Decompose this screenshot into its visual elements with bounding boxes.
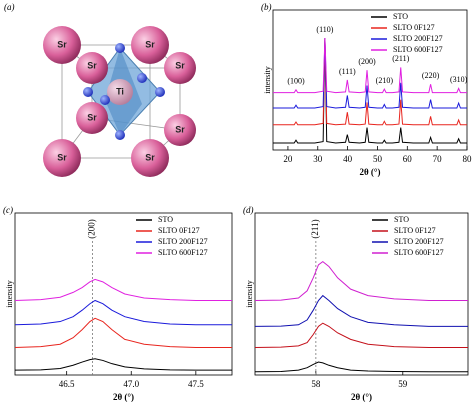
sr-atom	[76, 102, 108, 134]
legend-label: SLTO 0F127	[393, 23, 435, 32]
sr-atom	[43, 26, 81, 64]
legend-label: SLTO 0F127	[394, 226, 436, 235]
sr-atom	[164, 114, 196, 146]
atom-label: Sr	[175, 124, 185, 134]
y-axis-label: intensity	[263, 66, 272, 94]
panel-label: (c)	[3, 205, 13, 215]
atom-label: Ti	[116, 86, 124, 96]
x-tick-label: 47.0	[123, 379, 139, 389]
x-tick-label: 30	[313, 154, 323, 164]
x-tick-label: 80	[463, 154, 473, 164]
sr-atom	[76, 52, 108, 84]
peak-label: (100)	[287, 77, 305, 86]
peak-label: (110)	[316, 25, 333, 34]
legend-label: SLTO 600F127	[158, 248, 208, 257]
plot-frame	[272, 9, 468, 151]
plot-frame	[254, 212, 469, 376]
sr-atom	[164, 52, 196, 84]
x-tick-label: 60	[403, 154, 413, 164]
legend-label: STO	[393, 12, 408, 21]
sr-atom	[131, 26, 169, 64]
series-line	[254, 322, 468, 348]
legend-label: STO	[394, 215, 409, 224]
legend-label: SLTO 200F127	[158, 237, 208, 246]
x-tick-label: 70	[433, 154, 443, 164]
peak-label: (220)	[422, 71, 440, 80]
o-atom	[83, 87, 93, 97]
atom-label: Sr	[145, 152, 155, 162]
series-line	[254, 361, 468, 373]
y-axis-label: intensity	[245, 280, 254, 308]
series-line	[14, 278, 232, 301]
x-axis-label: 2θ (°)	[351, 392, 372, 402]
peak-label: (111)	[339, 67, 356, 76]
x-tick-label: 58	[311, 379, 321, 389]
atom-label: Sr	[87, 112, 97, 122]
legend-label: SLTO 200F127	[394, 237, 444, 246]
x-axis-label: 2θ (°)	[113, 392, 134, 402]
peak-label: (210)	[376, 76, 394, 85]
series-line	[273, 37, 467, 109]
panel-label: (a)	[4, 2, 15, 12]
plot-frame	[14, 212, 233, 376]
atom-label: Sr	[175, 60, 185, 70]
series-line	[14, 358, 232, 371]
series-line	[254, 260, 468, 301]
panel-label: (d)	[243, 205, 254, 215]
legend-label: SLTO 600F127	[393, 45, 443, 54]
series-line	[273, 37, 467, 144]
x-tick-label: 59	[398, 379, 408, 389]
atom-label: Sr	[57, 39, 67, 49]
x-tick-label: 47.5	[188, 379, 204, 389]
atom-label: Sr	[57, 152, 67, 162]
sr-atom	[131, 139, 169, 177]
o-atom	[100, 95, 110, 105]
x-axis-label: 2θ (°)	[359, 167, 380, 177]
series-line	[14, 317, 232, 348]
x-tick-label: 20	[283, 154, 293, 164]
x-tick-label: 46.5	[59, 379, 75, 389]
o-atom	[155, 87, 165, 97]
structure-panel: (a) Sr Sr Sr Sr	[4, 2, 196, 177]
series-line	[273, 37, 467, 126]
o-atom	[115, 130, 125, 140]
legend-label: SLTO 200F127	[393, 34, 443, 43]
legend-label: SLTO 600F127	[394, 248, 444, 257]
o-atom	[137, 73, 147, 83]
x-tick-label: 40	[343, 154, 353, 164]
peak-label: (211)	[392, 54, 409, 63]
reference-label: (211)	[310, 219, 320, 238]
atoms: Sr Sr Sr Sr Sr Sr Sr Sr Ti	[43, 26, 196, 177]
atom-label: Sr	[87, 60, 97, 70]
sr-atom	[43, 139, 81, 177]
ti-atom	[107, 79, 133, 105]
series-line	[254, 294, 468, 327]
series-line	[273, 37, 467, 94]
legend-label: SLTO 0F127	[158, 226, 200, 235]
reference-label: (200)	[87, 219, 97, 239]
panel-label: (b)	[261, 2, 272, 12]
legend-label: STO	[158, 215, 173, 224]
o-atom	[115, 43, 125, 53]
peak-label: (310)	[450, 75, 468, 84]
y-axis-label: intensity	[5, 280, 14, 308]
x-tick-label: 50	[373, 154, 383, 164]
peak-label: (200)	[358, 57, 376, 66]
atom-label: Sr	[145, 39, 155, 49]
series-line	[14, 299, 232, 326]
